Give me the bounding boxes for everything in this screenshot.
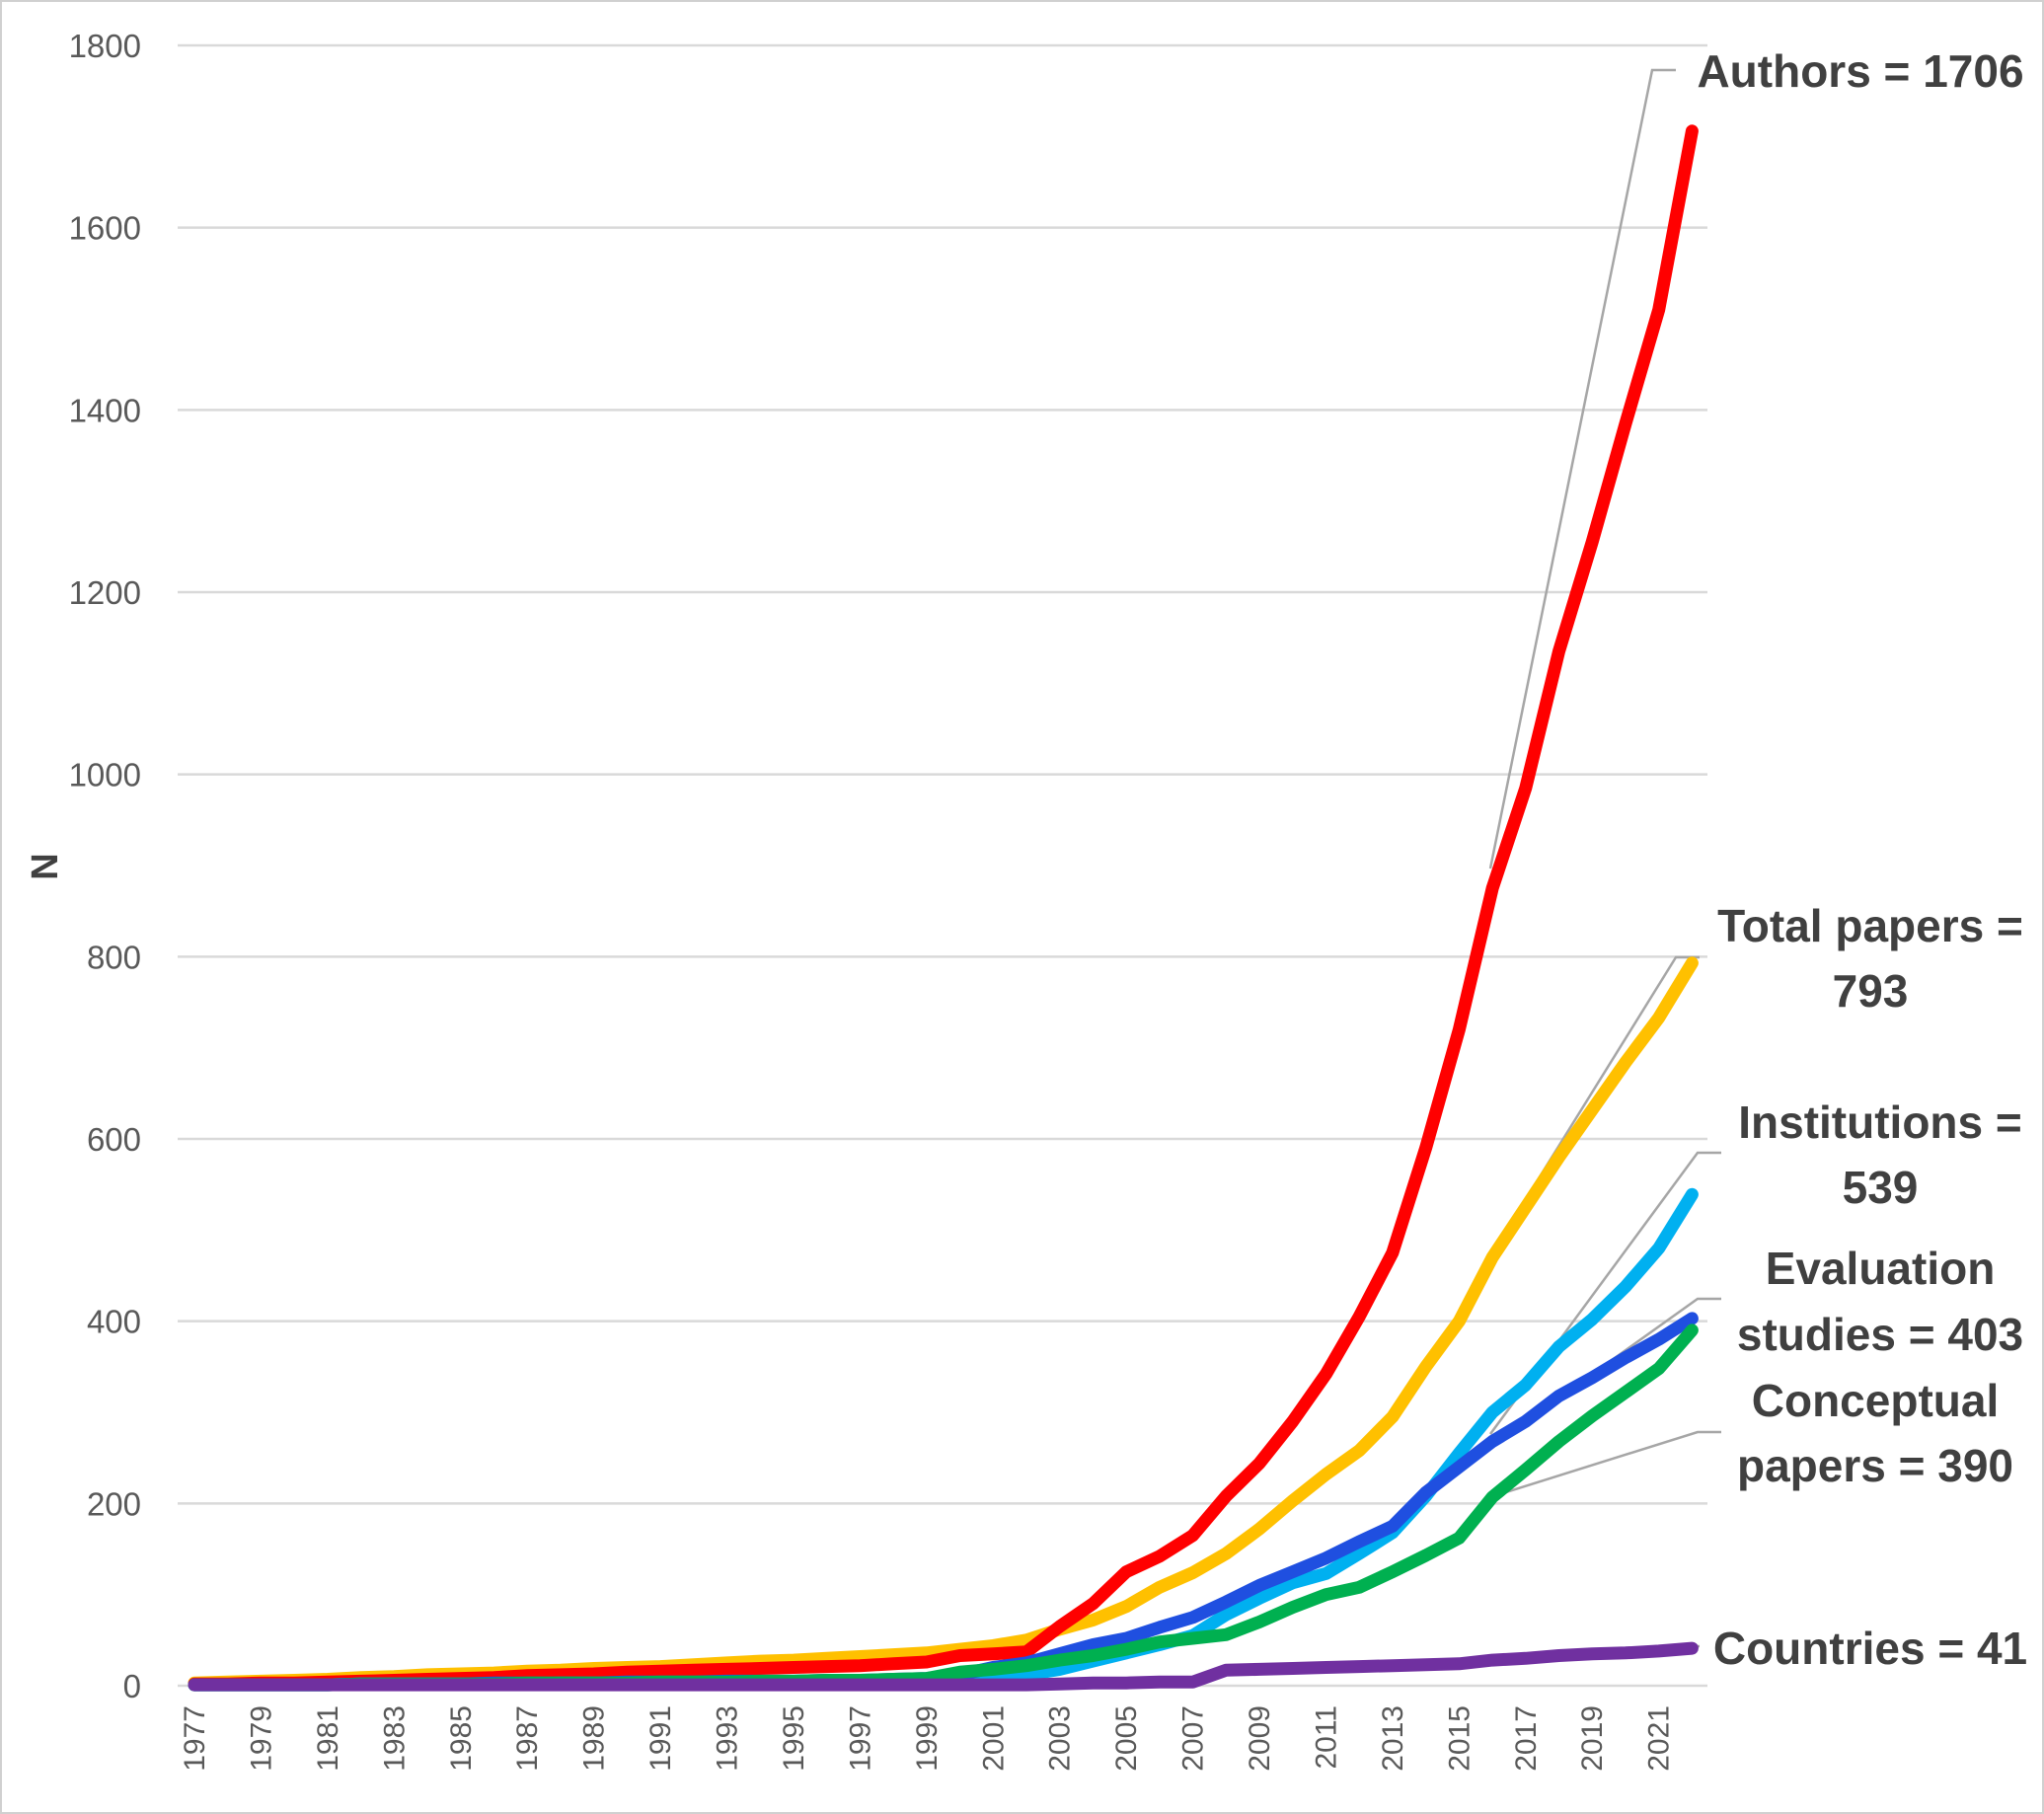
y-tick-label: 200 — [87, 1485, 141, 1522]
end-label-line: 539 — [1843, 1162, 1919, 1213]
x-tick-label: 2005 — [1110, 1705, 1143, 1772]
series-lines — [188, 124, 1699, 1692]
y-tick-label: 400 — [87, 1304, 141, 1340]
end-label-countries: Countries = 41 — [1713, 1623, 2027, 1674]
x-tick-label: 2021 — [1643, 1705, 1676, 1772]
y-tick-label: 600 — [87, 1121, 141, 1158]
y-tick-label: 1200 — [69, 574, 141, 611]
x-tick-label: 1993 — [712, 1705, 744, 1772]
x-tick-label: 1991 — [644, 1705, 677, 1772]
x-tick-label: 2007 — [1177, 1705, 1210, 1772]
y-tick-label: 0 — [123, 1668, 141, 1704]
series-end-labels: Total papers = 793 Authors = 1706 Instituti… — [1697, 45, 2027, 1674]
x-tick-label: 1997 — [844, 1705, 876, 1772]
end-label-line: Total papers = — [1717, 900, 2023, 951]
x-tick-label: 1989 — [578, 1705, 611, 1772]
gridlines — [178, 43, 1707, 1688]
y-tick-label: 1000 — [69, 757, 141, 794]
series-line-institutions — [188, 1187, 1699, 1692]
x-tick-label: 2017 — [1510, 1705, 1543, 1772]
end-label-line: Countries = 41 — [1713, 1623, 2027, 1674]
series-line-conceptual-papers — [188, 1323, 1699, 1692]
x-tick-label: 2011 — [1310, 1705, 1342, 1770]
series-line-countries — [188, 1641, 1699, 1692]
x-tick-label: 1981 — [312, 1705, 344, 1772]
end-label-total-papers: Total papers = 793 — [1717, 900, 2023, 1017]
x-tick-label: 2015 — [1443, 1705, 1476, 1772]
x-tick-label: 2003 — [1044, 1705, 1077, 1772]
x-tick-label: 1979 — [245, 1705, 277, 1772]
series-line-total-papers — [188, 956, 1699, 1690]
x-tick-label: 2009 — [1244, 1705, 1276, 1772]
end-label-line: studies = 403 — [1737, 1309, 2023, 1360]
y-tick-label: 1600 — [69, 210, 141, 247]
end-label-line: 793 — [1833, 965, 1909, 1017]
y-axis-label: N — [25, 853, 66, 879]
end-label-conceptual-papers: Conceptual papers = 390 — [1737, 1375, 2013, 1491]
end-label-line: Institutions = — [1738, 1096, 2022, 1148]
end-label-evaluation-studies: Evaluation studies = 403 — [1737, 1243, 2023, 1360]
end-label-authors: Authors = 1706 — [1697, 45, 2023, 97]
end-label-line: papers = 390 — [1737, 1440, 2013, 1491]
y-axis-ticks: 0 200 400 600 800 1000 1200 1400 1600 1800 — [69, 28, 141, 1704]
y-tick-label: 1800 — [69, 28, 141, 64]
y-tick-label: 1400 — [69, 392, 141, 428]
x-tick-label: 1999 — [911, 1705, 944, 1772]
series-line-evaluation-studies — [188, 1312, 1699, 1692]
end-label-line: Conceptual — [1752, 1375, 1999, 1426]
end-label-line: Evaluation — [1766, 1243, 1996, 1294]
x-axis-ticks: 1977 1979 1981 1983 1985 1987 1989 1991 1993 1995… — [179, 1705, 1676, 1772]
end-label-institutions: Institutions = 539 — [1738, 1096, 2022, 1213]
x-tick-label: 2001 — [977, 1705, 1010, 1772]
leader-line-conceptual-papers — [1489, 1430, 1721, 1499]
x-tick-label: 2019 — [1576, 1705, 1609, 1772]
x-tick-label: 1987 — [511, 1705, 544, 1772]
y-tick-label: 800 — [87, 939, 141, 975]
x-tick-label: 1983 — [378, 1705, 411, 1772]
leader-line-authors — [1488, 68, 1676, 869]
x-tick-label: 1985 — [445, 1705, 478, 1772]
x-tick-label: 1977 — [179, 1705, 211, 1772]
x-tick-label: 1995 — [778, 1705, 810, 1772]
x-tick-label: 2013 — [1377, 1705, 1409, 1772]
end-label-line: Authors = 1706 — [1697, 45, 2023, 97]
